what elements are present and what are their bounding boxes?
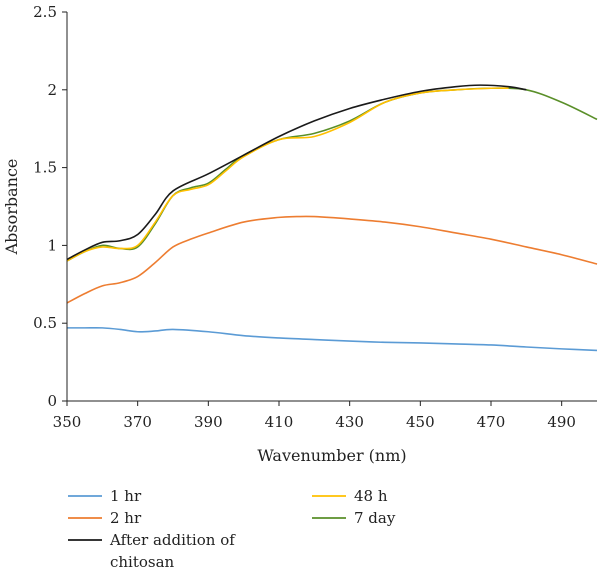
legend-item-7-day: 7 day: [312, 509, 396, 527]
legend-item-48-h: 48 h: [312, 487, 388, 505]
x-tick-label: 490: [547, 413, 576, 431]
legend-item-2-hr: 2 hr: [68, 509, 142, 527]
y-tick-label: 0.5: [33, 314, 57, 332]
y-tick-label: 1.5: [33, 159, 57, 177]
x-tick-label: 390: [194, 413, 223, 431]
y-tick-label: 2.5: [33, 3, 57, 21]
legend-label: 48 h: [354, 487, 388, 505]
x-tick-label: 450: [406, 413, 435, 431]
series-line-1-hr: [67, 326, 598, 352]
legend-item-1-hr: 1 hr: [68, 487, 142, 505]
series-line-2-hr: [66, 215, 598, 304]
x-tick-label: 430: [335, 413, 364, 431]
x-tick-label: 470: [477, 413, 506, 431]
y-tick-label: 0: [47, 392, 57, 410]
x-tick-label: 410: [265, 413, 294, 431]
y-tick-label: 1: [47, 236, 57, 254]
legend-label: 7 day: [354, 509, 396, 527]
legend-label: After addition of chitosan: [109, 531, 236, 571]
series-line-48-h: [66, 87, 509, 262]
legend-label: 1 hr: [110, 487, 142, 505]
x-tick-label: 370: [123, 413, 152, 431]
axes: 0 0.5 1 1.5 2 2.5 350 370 390 410 430 450 470 490: [33, 3, 597, 431]
plot-area: [66, 84, 598, 352]
x-tick-label: 350: [53, 413, 82, 431]
legend: 1 hr 2 hr After addition of chitosan 48 h 7 d…: [68, 487, 396, 571]
legend-label: 2 hr: [110, 509, 142, 527]
x-axis-title: Wavenumber (nm): [257, 446, 406, 465]
y-tick-label: 2: [47, 81, 57, 99]
series-line-after-addition-of-chitosan: [66, 84, 527, 261]
legend-item-after-addition-of-chitosan: After addition of chitosan: [68, 531, 236, 571]
y-axis-title: Absorbance: [2, 159, 21, 256]
